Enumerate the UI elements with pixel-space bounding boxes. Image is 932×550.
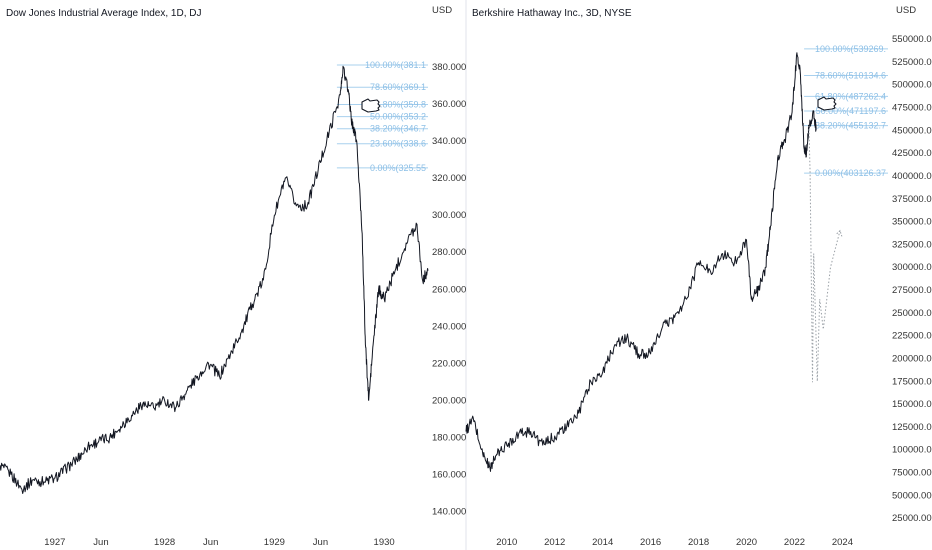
fib-level-label: 38.20%(455132.7 [815,121,886,131]
hand-pointer-shape [361,98,381,113]
x-tick-label: 2010 [496,537,517,548]
brk-y-axis[interactable]: 25000.000 50000.000 75000.000 100000.000 125… [892,34,932,524]
y-tick-label: 175000.000 [892,376,932,387]
fib-level-label: 78.60%(369.1 [370,82,426,92]
berkshire-panel[interactable]: Berkshire Hathaway Inc., 3D, NYSE USD 25… [465,5,932,548]
y-tick-label: 240.000 [432,321,466,332]
y-tick-label: 260.000 [432,284,466,295]
x-tick-label: Jun [203,537,218,548]
fib-level-label: 100.00%(381.1 [365,60,426,70]
x-tick-label: Jun [313,537,328,548]
y-tick-label: 100000.000 [892,445,932,456]
fib-level-label: 0.00%(325.55 [370,163,426,173]
y-tick-label: 250000.000 [892,308,932,319]
y-tick-label: 475000.000 [892,103,932,114]
y-tick-label: 380.000 [432,62,466,73]
y-tick-label: 325000.000 [892,239,932,250]
y-tick-label: 360.000 [432,99,466,110]
fib-level-label: 61.80%(487262.4 [815,91,886,101]
y-tick-label: 75000.000 [892,468,932,479]
y-tick-label: 450000.000 [892,125,932,136]
brk-price-series [465,52,817,472]
y-tick-label: 25000.000 [892,513,932,524]
y-tick-label: 200.000 [432,395,466,406]
y-tick-label: 275000.000 [892,285,932,296]
brk-hand-cursor-icon [817,96,837,111]
brk-fib-retracement[interactable]: 100.00%(539269. 78.60%(510134.6 61.80%(487… [804,44,888,178]
fib-level-label: 78.60%(510134.6 [815,70,886,80]
x-tick-label: 1930 [374,537,395,548]
y-tick-label: 350000.000 [892,217,932,228]
hand-pointer-shape [817,96,837,111]
x-tick-label: 2024 [832,537,853,548]
y-tick-label: 140.000 [432,506,466,517]
y-tick-label: 500000.000 [892,80,932,91]
x-tick-label: 2020 [736,537,757,548]
x-tick-label: 1928 [154,537,175,548]
y-tick-label: 225000.000 [892,331,932,342]
x-tick-label: 2012 [544,537,565,548]
fib-level-label: 50.00%(471197.6 [816,106,886,116]
dow-price-series [0,65,429,494]
price-line [0,65,429,494]
dow-y-axis[interactable]: 140.000 160.000 180.000 200.000 220.000 240.0… [432,62,466,517]
y-tick-label: 525000.000 [892,57,932,68]
x-tick-label: 2022 [784,537,805,548]
y-tick-label: 50000.000 [892,490,932,501]
y-tick-label: 200000.000 [892,353,932,364]
brk-projection-path[interactable] [808,125,843,383]
y-tick-label: 180.000 [432,432,466,443]
dow-currency-label: USD [432,5,452,16]
fib-level-label: 100.00%(539269. [815,44,886,54]
y-tick-label: 340.000 [432,136,466,147]
x-tick-label: 2018 [688,537,709,548]
x-tick-label: Jun [93,537,108,548]
y-tick-label: 375000.000 [892,194,932,205]
fib-level-label: 0.00%(403126.37 [815,168,886,178]
dow-x-axis[interactable]: 1927 Jun 1928 Jun 1929 Jun 1930 [44,537,394,548]
fib-level-label: 61.80%(359.8 [370,99,426,109]
y-tick-label: 125000.000 [892,422,932,433]
y-tick-label: 300000.000 [892,262,932,273]
brk-chart-title: Berkshire Hathaway Inc., 3D, NYSE [472,8,632,19]
x-tick-label: 1929 [264,537,285,548]
x-tick-label: 2014 [592,537,613,548]
y-tick-label: 220.000 [432,358,466,369]
fib-level-label: 38.20%(346.7 [370,124,426,134]
y-tick-label: 320.000 [432,173,466,184]
x-tick-label: 1927 [44,537,65,548]
dow-chart-title: Dow Jones Industrial Average Index, 1D, … [6,8,201,19]
brk-currency-label: USD [896,5,916,16]
y-tick-label: 425000.000 [892,148,932,159]
y-tick-label: 400000.000 [892,171,932,182]
x-tick-label: 2016 [640,537,661,548]
fib-level-label: 23.60%(338.6 [370,139,426,149]
dow-fib-retracement[interactable]: 100.00%(381.1 78.60%(369.1 61.80%(359.8 50.… [336,60,428,173]
y-tick-label: 550000.000 [892,34,932,45]
dow-jones-panel[interactable]: Dow Jones Industrial Average Index, 1D, … [0,5,466,548]
y-tick-label: 160.000 [432,469,466,480]
y-tick-label: 150000.000 [892,399,932,410]
brk-x-axis[interactable]: 2010 2012 2014 2016 2018 2020 2022 2024 [496,537,853,548]
y-tick-label: 280.000 [432,247,466,258]
projection-arrowhead [835,229,843,237]
dow-hand-cursor-icon [361,98,381,113]
y-tick-label: 300.000 [432,210,466,221]
fib-level-label: 50.00%(353.2 [370,112,426,122]
price-line [465,52,817,472]
